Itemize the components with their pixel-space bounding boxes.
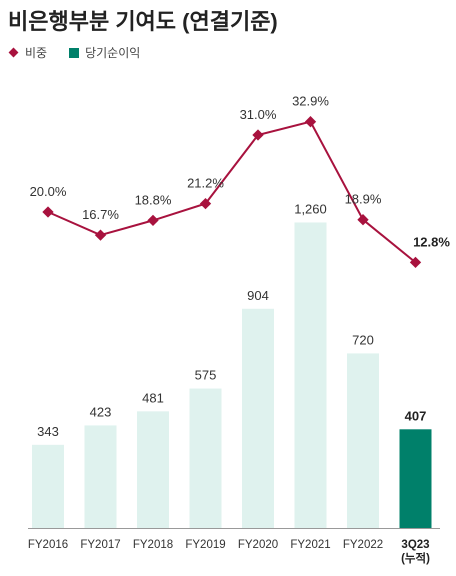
ratio-value-label-6: 32.9% (292, 94, 329, 109)
legend-item-profit: 당기순이익 (69, 44, 140, 61)
bar-value-label-3: 481 (142, 390, 164, 405)
ratio-point-8 (409, 256, 422, 269)
ratio-value-label-2: 16.7% (82, 207, 119, 222)
ratio-point-5 (252, 129, 264, 141)
bar-8 (399, 429, 432, 528)
ratio-point-2 (94, 229, 107, 241)
x-tick-label-7: FY2022 (343, 539, 383, 551)
ratio-value-label-1: 20.0% (30, 184, 67, 199)
x-tick-label-3: FY2018 (133, 539, 173, 551)
bar-5 (242, 308, 274, 528)
ratio-point-1 (42, 206, 54, 218)
bar-value-label-1: 343 (37, 424, 59, 439)
ratio-value-label-3: 18.8% (135, 192, 172, 207)
chart-title: 비은행부분 기여도 (연결기준) (8, 9, 278, 34)
x-tick-label-6: FY2021 (290, 539, 330, 551)
bar-value-label-8: 407 (405, 408, 427, 423)
ratio-point-6 (304, 116, 317, 128)
bar-7 (347, 353, 379, 528)
x-tick-label-4: FY2019 (185, 539, 225, 551)
ratio-value-label-5: 31.0% (240, 107, 277, 122)
ratio-point-7 (357, 214, 369, 226)
x-tick-label-1: FY2016 (28, 539, 68, 551)
ratio-point-4 (199, 197, 212, 210)
x-tick-label-2: FY2017 (80, 539, 120, 551)
bar-3 (137, 411, 169, 528)
legend: 비중 당기순이익 (8, 44, 162, 61)
legend-label-ratio: 비중 (25, 46, 48, 60)
square-marker-icon (69, 47, 80, 58)
legend-item-ratio: 비중 (8, 44, 48, 61)
ratio-value-label-8: 12.8% (413, 234, 450, 249)
bar-value-label-5: 904 (247, 288, 269, 303)
ratio-line (47, 120, 417, 264)
x-tick-label-8: 3Q23 (누적) (401, 539, 430, 565)
bar-value-label-7: 720 (352, 332, 374, 347)
bar-value-label-4: 575 (195, 368, 217, 383)
bar-4 (189, 388, 222, 528)
ratio-point-3 (147, 214, 159, 227)
bar-value-label-2: 423 (90, 404, 112, 419)
ratio-value-label-7: 18.9% (345, 192, 382, 207)
x-tick-label-5: FY2020 (238, 539, 278, 551)
bar-2 (84, 425, 117, 528)
bar-6 (294, 222, 327, 528)
bar-value-label-6: 1,260 (294, 201, 327, 216)
ratio-value-label-4: 21.2% (187, 176, 224, 191)
legend-label-profit: 당기순이익 (85, 46, 141, 60)
bar-1 (32, 444, 64, 528)
